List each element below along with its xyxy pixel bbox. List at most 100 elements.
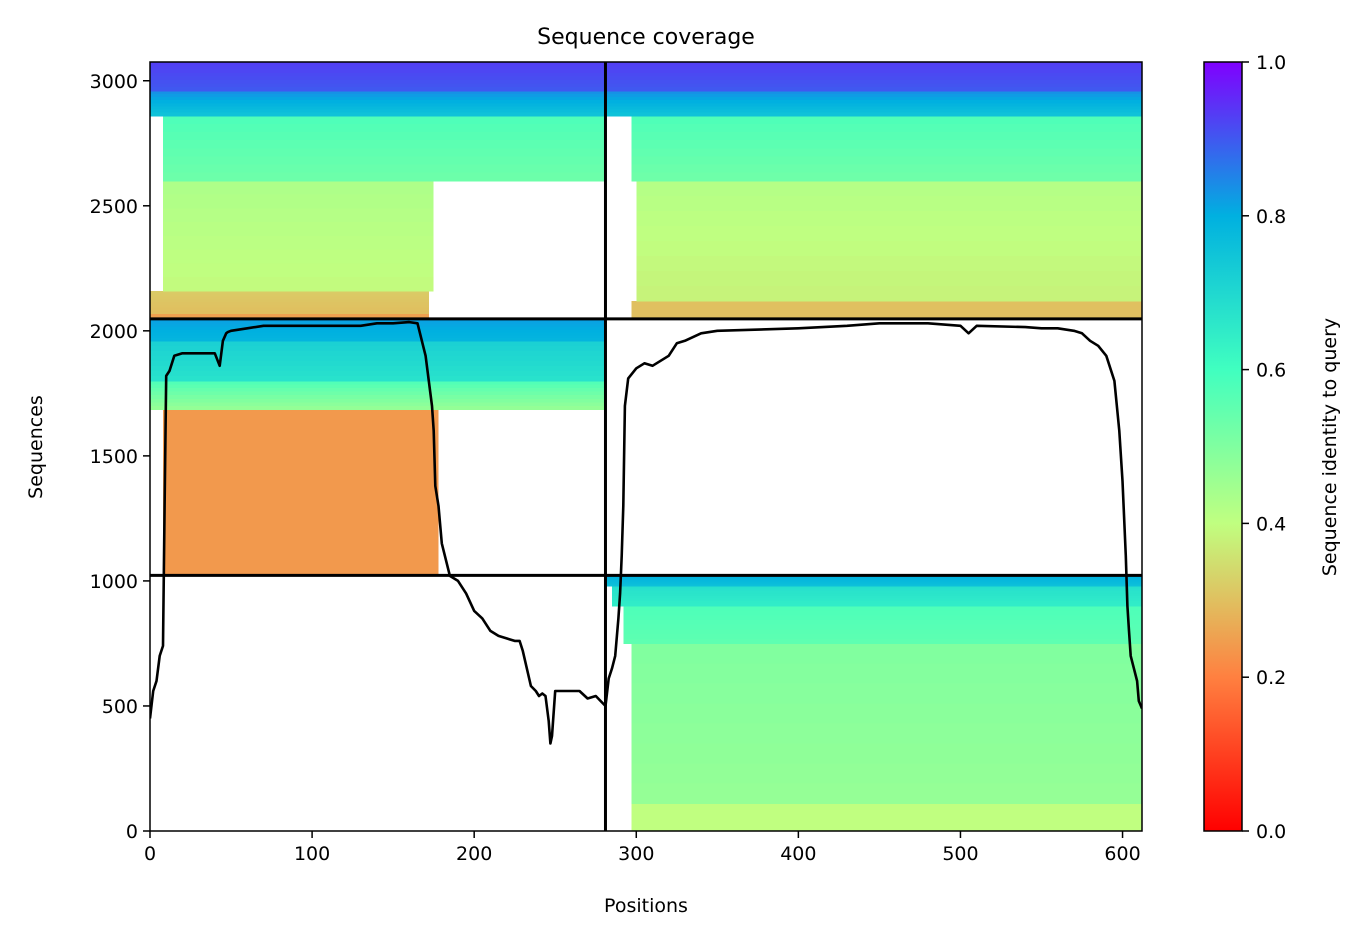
identity-band-cell	[150, 338, 606, 342]
identity-band-cell	[623, 638, 1142, 645]
alignment-block-2	[150, 318, 606, 577]
x-tick-label: 100	[294, 843, 330, 865]
identity-band-cell	[631, 813, 1142, 818]
identity-band-cell	[605, 576, 1142, 579]
identity-band-cell	[631, 723, 1142, 745]
identity-band-cell	[150, 79, 606, 85]
identity-band-cell	[150, 402, 606, 407]
identity-band-cell	[636, 225, 1142, 242]
plot-frame	[149, 61, 1143, 832]
x-axis: 0 100 200 300 400 500 600	[144, 831, 1141, 865]
identity-band-cell	[636, 285, 1142, 302]
identity-band-cell	[150, 406, 606, 411]
identity-band-cell	[605, 90, 1142, 95]
y-tick-label: 0	[126, 821, 138, 843]
identity-band-cell	[150, 388, 606, 393]
identity-band-cell	[623, 624, 1142, 630]
colorbar-label: Sequence identity to query	[1319, 318, 1341, 576]
identity-band-cell	[623, 615, 1142, 621]
identity-band-cell	[150, 315, 429, 317]
identity-band-cell	[631, 312, 1142, 315]
identity-band-cell	[150, 329, 606, 334]
identity-band-cell	[150, 296, 429, 300]
identity-band-cell	[162, 430, 439, 452]
identity-band-cell	[150, 112, 606, 117]
identity-band-cell	[631, 115, 1142, 125]
identity-band-cell	[162, 513, 439, 535]
y-tick-label: 2000	[90, 321, 138, 343]
identity-band-cell	[605, 87, 1142, 92]
identity-band-cell	[631, 164, 1142, 174]
identity-band-cell	[623, 619, 1142, 626]
identity-band-cell	[150, 97, 606, 101]
identity-band-cell	[150, 310, 429, 314]
identity-band-cell	[605, 580, 1142, 583]
identity-band-cell	[150, 314, 429, 316]
identity-band-cell	[605, 72, 1142, 77]
identity-band-cell	[611, 598, 1142, 602]
identity-band-cell	[605, 69, 1142, 74]
identity-band-cell	[631, 314, 1142, 318]
identity-band-cell	[150, 100, 606, 104]
identity-band-cell	[605, 581, 1142, 584]
identity-band-cell	[631, 300, 1142, 304]
identity-band-cell	[636, 270, 1142, 287]
identity-band-cell	[150, 391, 606, 396]
colorbar	[1203, 61, 1243, 832]
identity-band-cell	[150, 335, 606, 339]
identity-band-cell	[162, 451, 439, 473]
identity-band-cell	[631, 172, 1142, 182]
identity-band-cell	[150, 340, 606, 347]
identity-band-cell	[150, 375, 606, 382]
identity-band-cell	[605, 79, 1142, 85]
identity-band-cell	[150, 109, 606, 114]
identity-band-cell	[150, 395, 606, 400]
identity-band-cell	[150, 355, 606, 362]
identity-band-cell	[150, 360, 606, 367]
y-axis: 0 500 1000 1500 2000 2500 3000	[90, 71, 150, 843]
identity-band-cell	[162, 409, 439, 431]
identity-band-cell	[605, 76, 1142, 81]
identity-band-cell	[150, 302, 429, 306]
identity-band-cell	[631, 743, 1142, 765]
identity-band-cell	[611, 595, 1142, 600]
chart-title: Sequence coverage	[537, 25, 755, 50]
identity-band-cell	[631, 803, 1142, 808]
identity-band-cell	[162, 277, 434, 292]
identity-band-cell	[631, 824, 1142, 829]
identity-band-cell	[611, 585, 1142, 590]
identity-band-cell	[162, 180, 434, 196]
identity-band-cell	[623, 629, 1142, 635]
y-tick-label: 3000	[90, 71, 138, 93]
identity-band-cell	[631, 303, 1142, 306]
identity-band-cell	[150, 318, 606, 323]
identity-band-cell	[605, 93, 1142, 98]
identity-band-cell	[611, 588, 1142, 592]
identity-band-cell	[605, 62, 1142, 67]
identity-band-cell	[150, 304, 429, 309]
identity-band-cell	[150, 103, 606, 107]
identity-band-cell	[605, 112, 1142, 117]
identity-band-cell	[150, 299, 429, 303]
colorbar-axis: 0.0 0.2 0.4 0.6 0.8 1.0	[1242, 52, 1286, 843]
colorbar-tick-label: 0.4	[1256, 513, 1286, 535]
identity-band-cell	[636, 210, 1142, 227]
identity-band-cell	[150, 93, 606, 98]
colorbar-tick-label: 1.0	[1256, 52, 1286, 74]
alignment-block-3	[605, 62, 1142, 320]
coverage-line	[150, 320, 1142, 745]
identity-band-cell	[605, 578, 1142, 580]
identity-band-cell	[623, 605, 1142, 612]
identity-band-cell	[162, 172, 606, 182]
identity-band-cell	[150, 327, 606, 331]
identity-band-cell	[162, 194, 434, 209]
x-tick-label: 600	[1104, 843, 1140, 865]
identity-band-cell	[162, 156, 606, 166]
identity-band-cell	[150, 62, 606, 67]
identity-band-cell	[150, 332, 606, 336]
identity-band-cell	[605, 65, 1142, 70]
alignment-block-1	[150, 62, 606, 320]
identity-band-cell	[605, 583, 1142, 586]
identity-band-cell	[631, 810, 1142, 815]
